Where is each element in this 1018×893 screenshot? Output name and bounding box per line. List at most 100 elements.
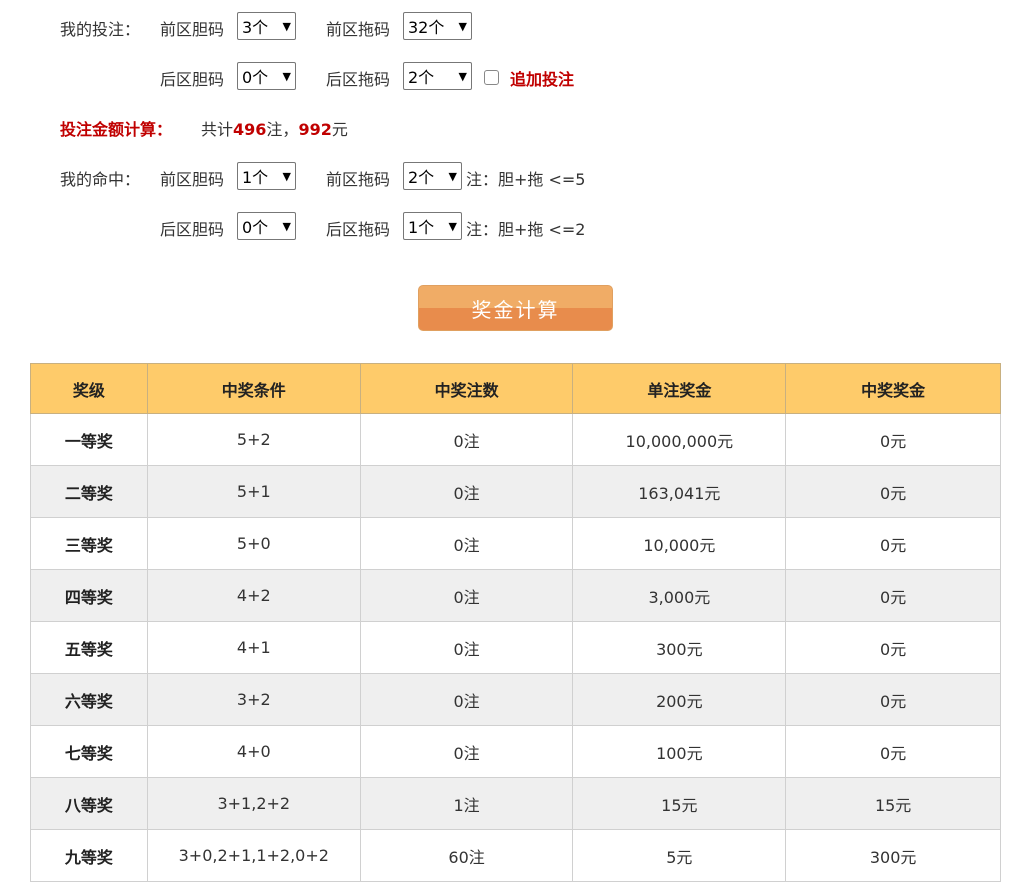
win-condition: 4+2 [146,569,361,622]
unit-prize: 3,000元 [572,569,787,622]
unit-prize: 300元 [572,621,787,674]
table-row: 九等奖 3+0,2+1,1+2,0+2 60注 5元 300元 [30,829,1001,882]
amount-prefix: 共计 [201,120,234,139]
total-prize: 15元 [785,777,1001,830]
prize-level: 二等奖 [30,465,148,518]
win-count: 0注 [359,517,574,570]
unit-prize: 10,000元 [572,517,787,570]
chevron-down-icon: ▼ [282,169,291,183]
chevron-down-icon: ▼ [282,19,291,33]
bet-label: 我的投注： [60,20,141,39]
table-row: 七等奖 4+0 0注 100元 0元 [30,725,1001,778]
column-header: 中奖注数 [359,363,574,414]
table-header-row: 奖级 中奖条件 中奖注数 单注奖金 中奖奖金 [30,363,1001,414]
bet-back-dan-label: 后区胆码 [160,70,225,89]
column-header: 单注奖金 [572,363,787,414]
win-count: 0注 [359,673,574,726]
win-condition: 5+0 [146,517,361,570]
hit-back-dan-label: 后区胆码 [160,220,225,239]
unit-prize: 5元 [572,829,787,882]
value: 2个 [408,168,435,187]
chevron-down-icon: ▼ [282,219,291,233]
column-header: 中奖奖金 [785,363,1001,414]
hit-front-note: 注：胆+拖 <=5 [466,170,586,189]
bet-back-tuo-label: 后区拖码 [326,70,391,89]
value: 3个 [242,18,269,37]
amount-label: 投注金额计算： [60,120,173,139]
value: 1个 [242,168,269,187]
table-row: 六等奖 3+2 0注 200元 0元 [30,673,1001,726]
chevron-down-icon: ▼ [448,169,457,183]
column-header: 奖级 [30,363,148,414]
total-prize: 0元 [785,413,1001,466]
hit-front-tuo-select[interactable]: 2个 ▼ [403,162,462,190]
amount-mid: 注， [266,120,299,139]
total-prize: 0元 [785,569,1001,622]
chevron-down-icon: ▼ [458,19,467,33]
prize-table: 奖级 中奖条件 中奖注数 单注奖金 中奖奖金 一等奖 5+2 0注 10,000,000元 0元… [30,363,1001,882]
win-condition: 3+0,2+1,1+2,0+2 [146,829,361,882]
total-prize: 0元 [785,621,1001,674]
hit-back-dan-select[interactable]: 0个 ▼ [237,212,296,240]
bet-front-dan-label: 前区胆码 [160,20,225,39]
bet-back-tuo-select[interactable]: 2个 ▼ [403,62,472,90]
unit-prize: 200元 [572,673,787,726]
amount-summary: 共计496注，992元 [201,116,348,140]
prize-level: 六等奖 [30,673,148,726]
total-prize: 300元 [785,829,1001,882]
chevron-down-icon: ▼ [448,219,457,233]
bet-count: 496 [233,120,267,139]
unit-prize: 15元 [572,777,787,830]
win-condition: 5+1 [146,465,361,518]
win-count: 60注 [359,829,574,882]
total-prize: 0元 [785,517,1001,570]
hit-back-tuo-select[interactable]: 1个 ▼ [403,212,462,240]
hit-label: 我的命中： [60,170,141,189]
value: 2个 [408,68,435,87]
total-prize: 0元 [785,673,1001,726]
amount-suffix: 元 [331,120,348,139]
win-count: 1注 [359,777,574,830]
total-prize: 0元 [785,725,1001,778]
calc-prize-button[interactable]: 奖金计算 [418,285,613,331]
bet-front-tuo-label: 前区拖码 [326,20,391,39]
prize-level: 四等奖 [30,569,148,622]
prize-level: 九等奖 [30,829,148,882]
win-count: 0注 [359,569,574,622]
win-count: 0注 [359,465,574,518]
total-prize: 0元 [785,465,1001,518]
value: 0个 [242,218,269,237]
value: 1个 [408,218,435,237]
unit-prize: 10,000,000元 [572,413,787,466]
value: 32个 [408,18,445,37]
win-condition: 4+0 [146,725,361,778]
prize-level: 一等奖 [30,413,148,466]
table-row: 二等奖 5+1 0注 163,041元 0元 [30,465,1001,518]
table-row: 五等奖 4+1 0注 300元 0元 [30,621,1001,674]
column-header: 中奖条件 [146,363,361,414]
table-row: 一等奖 5+2 0注 10,000,000元 0元 [30,413,1001,466]
win-count: 0注 [359,413,574,466]
hit-back-note: 注：胆+拖 <=2 [466,220,586,239]
extra-bet-label[interactable]: 追加投注 [510,70,575,89]
win-condition: 3+2 [146,673,361,726]
prize-level: 七等奖 [30,725,148,778]
bet-front-dan-select[interactable]: 3个 ▼ [237,12,296,40]
unit-prize: 100元 [572,725,787,778]
chevron-down-icon: ▼ [458,69,467,83]
table-row: 三等奖 5+0 0注 10,000元 0元 [30,517,1001,570]
win-condition: 5+2 [146,413,361,466]
unit-prize: 163,041元 [572,465,787,518]
hit-front-dan-select[interactable]: 1个 ▼ [237,162,296,190]
win-condition: 4+1 [146,621,361,674]
bet-back-dan-select[interactable]: 0个 ▼ [237,62,296,90]
bet-money: 992 [298,120,332,139]
win-condition: 3+1,2+2 [146,777,361,830]
prize-level: 五等奖 [30,621,148,674]
extra-bet-checkbox[interactable] [484,70,499,85]
bet-front-tuo-select[interactable]: 32个 ▼ [403,12,472,40]
win-count: 0注 [359,725,574,778]
hit-front-tuo-label: 前区拖码 [326,170,391,189]
table-row: 八等奖 3+1,2+2 1注 15元 15元 [30,777,1001,830]
value: 0个 [242,68,269,87]
